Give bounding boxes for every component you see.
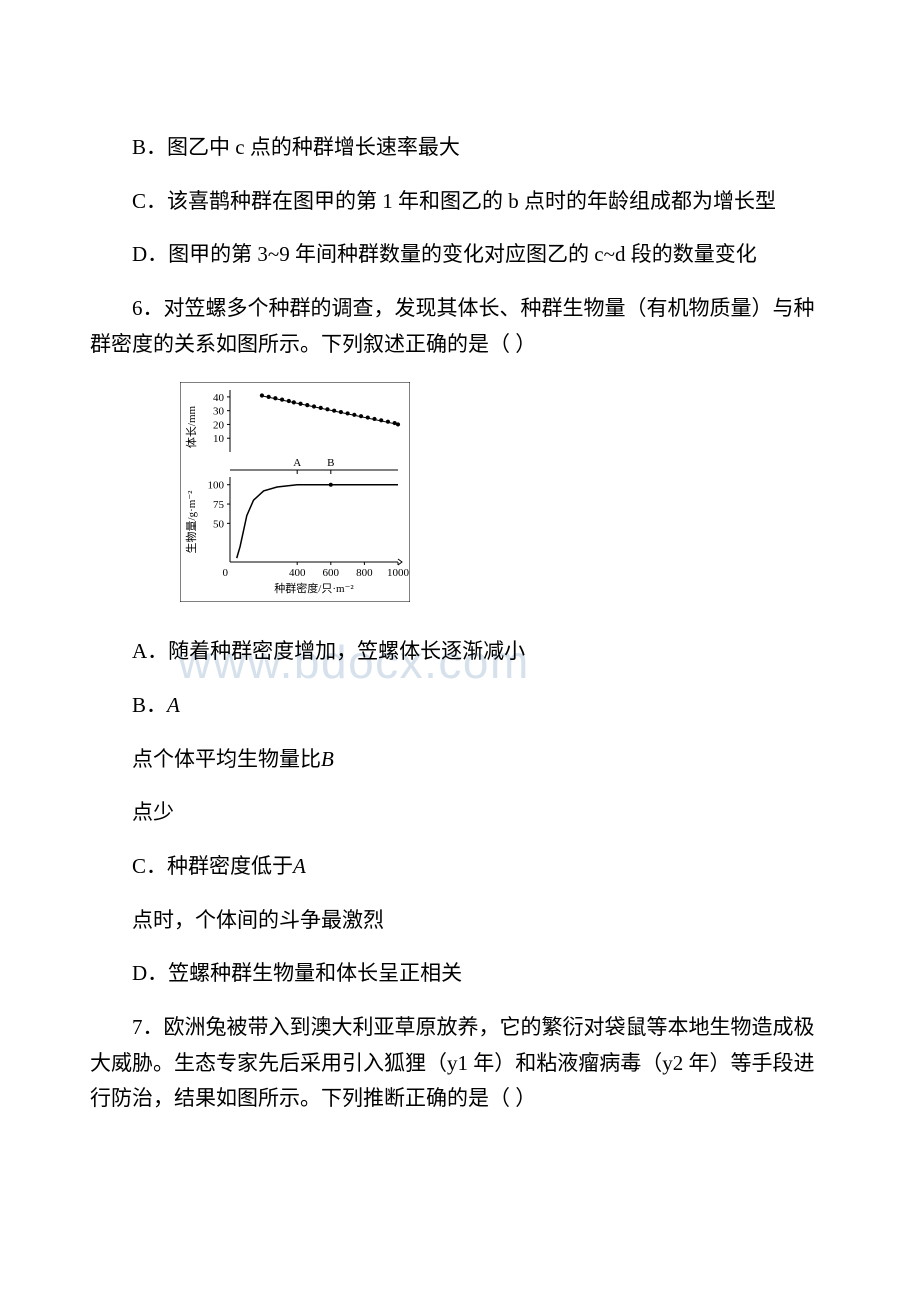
q6-c-prefix: C．种群密度低于	[132, 854, 293, 878]
svg-text:50: 50	[213, 519, 225, 531]
q6-option-c: C．种群密度低于A	[90, 849, 830, 885]
q6-b-frag1: 点个体平均生物量比B	[90, 742, 830, 778]
svg-text:生物量/g·m⁻²: 生物量/g·m⁻²	[184, 490, 198, 554]
q6-b-prefix: B．	[132, 693, 167, 717]
document-content: B．图乙中 c 点的种群增长速率最大 C．该喜鹊种群在图甲的第 1 年和图乙的 …	[90, 130, 830, 1117]
q6-c-frag: 点时，个体间的斗争最激烈	[90, 903, 830, 939]
svg-text:40: 40	[213, 392, 225, 404]
q6-c-sym: A	[293, 854, 306, 878]
chart-svg: 10 20 30 40 体长/mm A B 50 75 100 400 600 800 1000 0 生物量/…	[180, 382, 410, 602]
q5-option-c: C．该喜鹊种群在图甲的第 1 年和图乙的 b 点时的年龄组成都为增长型	[90, 184, 830, 220]
q6-stem: 6．对笠螺多个种群的调查，发现其体长、种群生物量（有机物质量）与种群密度的关系如…	[90, 291, 830, 362]
svg-text:0: 0	[223, 567, 229, 579]
q5-option-d: D．图甲的第 3~9 年间种群数量的变化对应图乙的 c~d 段的数量变化	[90, 237, 830, 273]
q7-stem: 7．欧洲兔被带入到澳大利亚草原放养，它的繁衍对袋鼠等本地生物造成极大威胁。生态专…	[90, 1010, 830, 1117]
svg-text:10: 10	[213, 434, 225, 446]
svg-text:100: 100	[208, 480, 225, 492]
svg-text:800: 800	[356, 567, 373, 579]
q6-option-b: B．A	[90, 688, 830, 724]
svg-text:B: B	[327, 457, 334, 469]
q6-option-a: A．随着种群密度增加，笠螺体长逐渐减小	[90, 634, 830, 670]
svg-text:1000: 1000	[387, 567, 410, 579]
svg-text:A: A	[293, 457, 301, 469]
q6-chart: 10 20 30 40 体长/mm A B 50 75 100 400 600 800 1000 0 生物量/…	[180, 382, 830, 614]
svg-text:600: 600	[323, 567, 340, 579]
q6-b-sym-a: A	[167, 693, 180, 717]
svg-text:30: 30	[213, 406, 225, 418]
q5-option-b: B．图乙中 c 点的种群增长速率最大	[90, 130, 830, 166]
svg-text:20: 20	[213, 420, 225, 432]
svg-text:400: 400	[289, 567, 306, 579]
q6-b-sym-b: B	[321, 747, 334, 771]
q6-b-frag2: 点少	[90, 795, 830, 831]
q6-b-f1: 点个体平均生物量比	[132, 747, 321, 771]
svg-text:种群密度/只·m⁻²: 种群密度/只·m⁻²	[274, 581, 354, 595]
svg-text:体长/mm: 体长/mm	[184, 406, 198, 449]
svg-text:75: 75	[213, 499, 225, 511]
q6-option-d: D．笠螺种群生物量和体长呈正相关	[90, 956, 830, 992]
